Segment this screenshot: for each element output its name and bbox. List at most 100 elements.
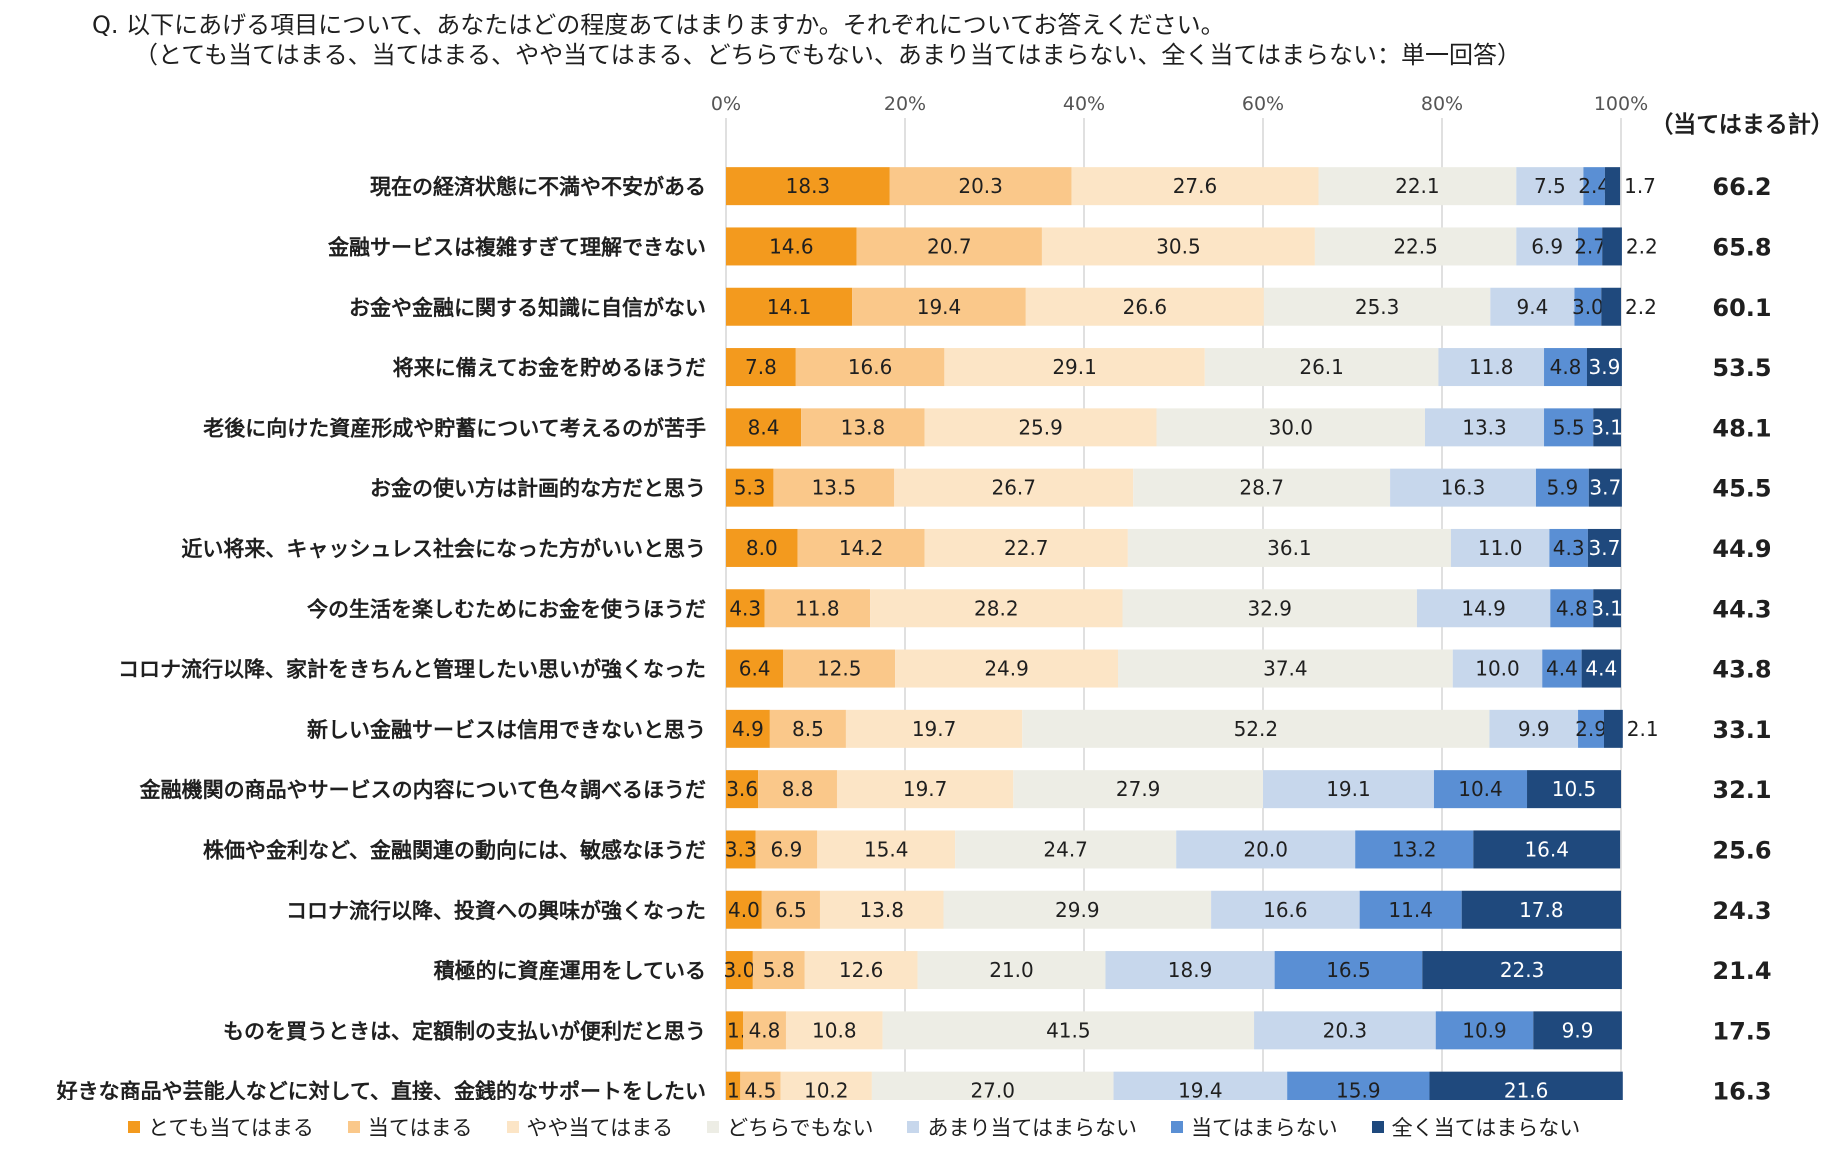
bar-segment <box>856 227 1042 266</box>
data-label: 6.9 <box>771 837 803 861</box>
bar-segment <box>1549 528 1588 567</box>
data-label: 2.2 <box>1625 295 1657 319</box>
bar-segment <box>758 770 837 809</box>
data-label: 5.9 <box>1546 476 1578 500</box>
category-label: 老後に向けた資産形成や貯蓄について考えるのが苦手 <box>203 416 706 440</box>
data-label: 22.1 <box>1395 174 1440 198</box>
bar-segment <box>955 830 1177 869</box>
legend-label: 全く当てはまらない <box>1391 1116 1581 1140</box>
bar-segment <box>1588 468 1622 507</box>
bar-segment <box>726 1071 741 1100</box>
category-label: 現在の経済状態に不満や不安がある <box>370 175 706 199</box>
x-tick-label: 40% <box>1063 93 1105 115</box>
total-header: （当てはまる計） <box>1650 111 1834 138</box>
bar-segment <box>743 1011 786 1050</box>
data-label: 17.8 <box>1519 898 1564 922</box>
legend-swatch <box>1371 1121 1384 1133</box>
bar-segment <box>1287 1071 1430 1100</box>
bar-segment <box>895 649 1119 688</box>
data-label: 28.2 <box>974 596 1019 620</box>
bar-segment <box>755 830 818 869</box>
legend-label: あまり当てはまらない <box>927 1116 1138 1140</box>
bar-segment <box>1473 830 1621 869</box>
bar-segment <box>1527 770 1621 809</box>
data-label: 18.9 <box>1168 958 1213 982</box>
bar-segment <box>1533 1011 1622 1050</box>
data-label: 4.5 <box>745 1079 777 1100</box>
data-label: 10.2 <box>804 1079 849 1100</box>
data-label: 20.3 <box>958 174 1003 198</box>
data-label: 37.4 <box>1263 657 1308 681</box>
legend-item: あまり当てはまらない <box>907 1112 1137 1142</box>
bar-segment <box>817 830 956 869</box>
bar-segment <box>726 589 765 628</box>
data-label: 13.8 <box>841 415 886 439</box>
data-label: 6.9 <box>1531 234 1563 258</box>
data-label: 16.3 <box>1441 476 1486 500</box>
category-label: 金融サービスは複雑すぎて理解できない <box>327 235 706 259</box>
bar-segment <box>1176 830 1356 869</box>
data-label: 6.5 <box>775 898 807 922</box>
data-label: 2.2 <box>1626 234 1658 258</box>
bar-segment <box>1263 770 1434 809</box>
bar-segment <box>894 468 1134 507</box>
category-label: 将来に備えてお金を貯めるほうだ <box>393 356 706 380</box>
bar-segment <box>726 468 774 507</box>
data-label: 9.9 <box>1518 717 1550 741</box>
data-label: 3.1 <box>1591 415 1623 439</box>
bar-segment <box>1587 528 1621 567</box>
data-label: 13.5 <box>812 476 857 500</box>
data-label: 26.7 <box>991 476 1036 500</box>
data-label: 10.9 <box>1462 1018 1507 1042</box>
data-label: 24.9 <box>984 657 1029 681</box>
bar-segment <box>1516 167 1584 206</box>
data-label: 13.2 <box>1392 837 1437 861</box>
category-label: お金や金融に関する知識に自信がない <box>349 296 706 320</box>
bar-segment <box>1542 649 1582 688</box>
data-label: 52.2 <box>1234 717 1279 741</box>
total-value: 53.5 <box>1712 354 1771 382</box>
data-label: 10.0 <box>1475 657 1520 681</box>
data-label: 2.1 <box>1627 717 1659 741</box>
category-label: 金融機関の商品やサービスの内容について色々調べるほうだ <box>139 778 706 802</box>
data-label: 10.5 <box>1552 777 1597 801</box>
data-label: 1.7 <box>1624 174 1656 198</box>
category-label: ものを買うときは、定額制の支払いが便利だと思う <box>223 1019 706 1043</box>
bar-segment <box>1318 167 1517 206</box>
data-label: 8.8 <box>782 777 814 801</box>
data-label: 16.4 <box>1524 837 1569 861</box>
data-label: 29.1 <box>1052 355 1097 379</box>
data-label: 6.4 <box>739 657 771 681</box>
data-label: 22.5 <box>1393 234 1438 258</box>
bar-segment <box>1156 408 1425 447</box>
x-tick-label: 100% <box>1594 93 1648 115</box>
data-label: 3.7 <box>1589 476 1621 500</box>
bar-segment <box>726 348 796 387</box>
x-tick-label: 80% <box>1421 93 1463 115</box>
legend-label: やや当てはまる <box>526 1116 674 1140</box>
bar-segment <box>1429 1071 1623 1100</box>
legend-swatch <box>347 1121 360 1133</box>
total-value: 60.1 <box>1712 294 1771 322</box>
data-label: 41.5 <box>1046 1018 1091 1042</box>
data-label: 16.6 <box>848 355 893 379</box>
total-value: 45.5 <box>1712 475 1771 503</box>
data-label: 10.4 <box>1458 777 1503 801</box>
bar-segment <box>726 830 756 869</box>
legend-label: とても当てはまる <box>148 1116 314 1140</box>
legend-item: 当てはまる <box>347 1112 473 1142</box>
bar-segment <box>726 951 753 990</box>
total-value: 24.3 <box>1712 897 1771 925</box>
bar-segment <box>780 1071 872 1100</box>
data-label: 2.4 <box>1578 174 1610 198</box>
data-label: 5.5 <box>1553 415 1585 439</box>
data-label: 4.3 <box>1553 536 1585 560</box>
data-label: 3.1 <box>1591 596 1623 620</box>
data-label: 11.4 <box>1388 898 1433 922</box>
bar-segment <box>1390 468 1536 507</box>
data-label: 20.0 <box>1243 837 1288 861</box>
total-value: 17.5 <box>1712 1017 1771 1045</box>
bar-segment <box>1433 770 1528 809</box>
total-value: 43.8 <box>1712 656 1771 684</box>
legend-swatch <box>707 1121 720 1133</box>
